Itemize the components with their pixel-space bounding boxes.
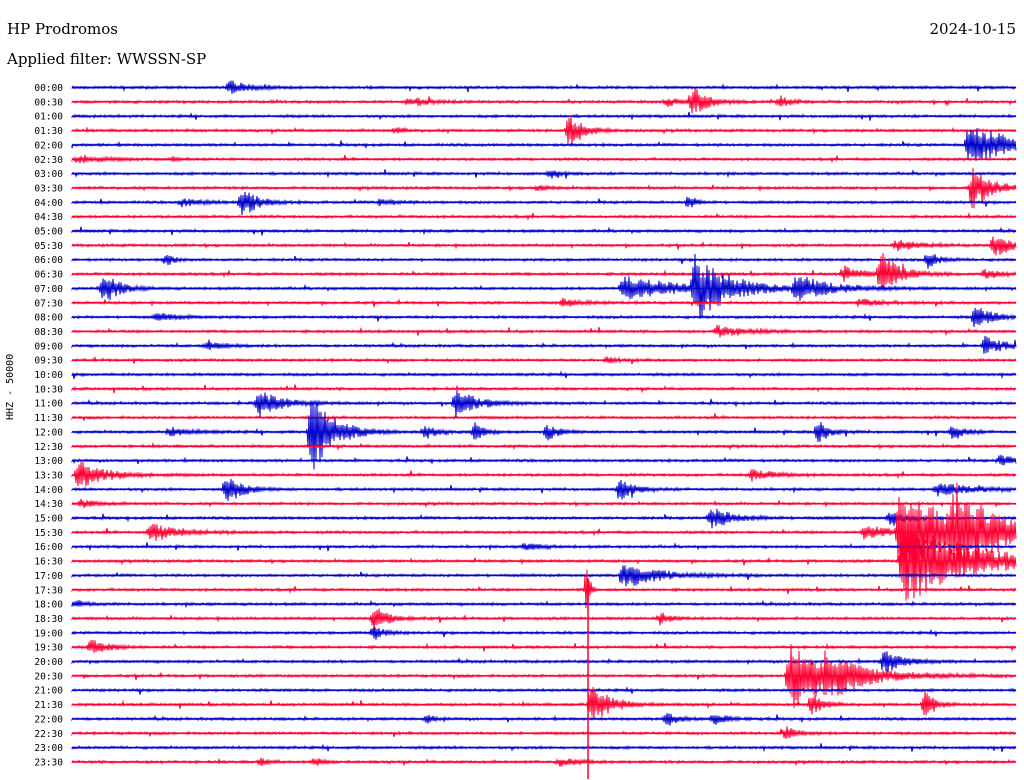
filter-label: Applied filter: WWSSN-SP — [7, 50, 207, 68]
time-tick-label: 21:00 — [34, 686, 63, 697]
trace-line — [71, 482, 1017, 571]
trace-line — [71, 390, 1017, 418]
time-tick-label: 06:30 — [34, 270, 63, 281]
time-tick-label: 13:30 — [34, 470, 63, 481]
station-title: HP Prodromos — [7, 20, 118, 38]
time-tick-label: 23:30 — [34, 757, 63, 768]
time-tick-label: 00:00 — [34, 83, 63, 94]
time-tick-label: 21:30 — [34, 700, 63, 711]
trace-group — [71, 80, 1017, 779]
time-tick-label: 19:00 — [34, 628, 63, 639]
time-tick-label: 22:30 — [34, 729, 63, 740]
time-tick-label: 11:00 — [34, 399, 63, 410]
time-tick-label: 08:00 — [34, 313, 63, 324]
time-tick-label: 05:00 — [34, 227, 63, 238]
time-tick-label: 23:00 — [34, 743, 63, 754]
time-tick-label: 04:00 — [34, 198, 63, 209]
trace-line — [71, 254, 1017, 269]
time-tick-label: 09:00 — [34, 341, 63, 352]
trace-line — [71, 191, 1017, 216]
trace-line — [71, 115, 1017, 145]
time-tick-label: 07:00 — [34, 284, 63, 295]
time-tick-label: 20:00 — [34, 657, 63, 668]
time-tick-label: 20:30 — [34, 671, 63, 682]
trace-line — [71, 608, 1017, 632]
time-tick-label: 18:30 — [34, 614, 63, 625]
time-tick-label: 16:30 — [34, 557, 63, 568]
time-tick-label: 01:30 — [34, 126, 63, 137]
time-tick-label: 17:00 — [34, 571, 63, 582]
time-tick-label: 12:00 — [34, 427, 63, 438]
time-tick-label: 19:30 — [34, 643, 63, 654]
time-tick-label: 02:00 — [34, 140, 63, 151]
time-tick-label: 11:30 — [34, 413, 63, 424]
trace-line — [71, 252, 1017, 291]
time-tick-label: 22:00 — [34, 714, 63, 725]
time-tick-label: 10:30 — [34, 384, 63, 395]
time-tick-label: 06:00 — [34, 255, 63, 266]
time-tick-label: 09:30 — [34, 356, 63, 367]
time-tick-label: 13:00 — [34, 456, 63, 467]
time-tick-label: 07:30 — [34, 298, 63, 309]
time-tick-label: 05:30 — [34, 241, 63, 252]
trace-line — [71, 461, 1017, 487]
time-tick-label: 08:30 — [34, 327, 63, 338]
time-tick-label: 12:30 — [34, 442, 63, 453]
trace-line — [71, 253, 1017, 319]
trace-line — [71, 402, 1017, 470]
time-tick-label: 00:30 — [34, 97, 63, 108]
time-tick-label: 03:30 — [34, 183, 63, 194]
trace-line — [71, 335, 1017, 354]
time-label-group: 00:00 00:30 01:00 01:30 02:00 02:30 03:00 03:30… — [34, 83, 63, 768]
time-tick-label: 15:00 — [34, 514, 63, 525]
time-tick-label: 04:30 — [34, 212, 63, 223]
time-tick-label: 17:30 — [34, 585, 63, 596]
time-tick-label: 14:30 — [34, 499, 63, 510]
time-tick-label: 02:30 — [34, 155, 63, 166]
time-tick-label: 16:00 — [34, 542, 63, 553]
time-tick-label: 03:00 — [34, 169, 63, 180]
time-tick-label: 14:00 — [34, 485, 63, 496]
trace-line — [71, 370, 1017, 380]
trace-line — [71, 686, 1017, 695]
time-tick-label: 18:00 — [34, 600, 63, 611]
date-label: 2024-10-15 — [929, 20, 1016, 38]
trace-line — [71, 87, 1017, 114]
time-tick-label: 01:00 — [34, 112, 63, 123]
time-tick-label: 10:00 — [34, 370, 63, 381]
time-tick-label: 15:30 — [34, 528, 63, 539]
